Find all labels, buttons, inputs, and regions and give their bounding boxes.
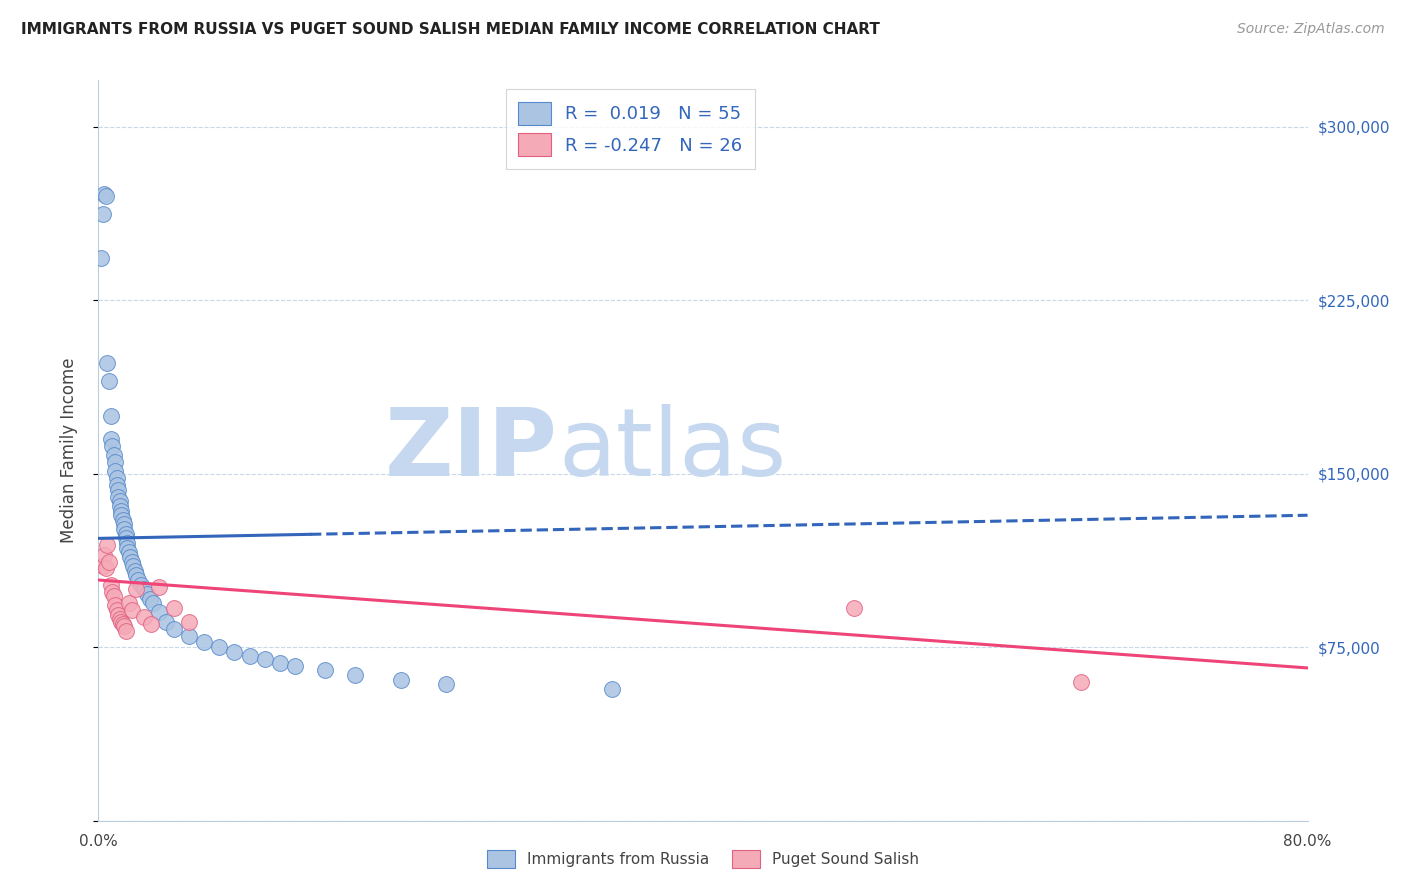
Point: [105, 478, 128, 492]
Point: [148, 606, 170, 620]
Point: [239, 649, 262, 664]
Point: [104, 464, 127, 478]
Point: [208, 640, 231, 654]
Point: [96, 538, 118, 552]
Point: [148, 580, 170, 594]
Point: [118, 545, 141, 559]
Point: [269, 657, 291, 671]
Point: [94, 189, 117, 203]
Point: [96, 355, 118, 369]
Point: [94, 561, 117, 575]
Point: [110, 508, 132, 523]
Point: [193, 635, 215, 649]
Point: [100, 432, 122, 446]
Point: [135, 587, 157, 601]
Text: IMMIGRANTS FROM RUSSIA VS PUGET SOUND SALISH MEDIAN FAMILY INCOME CORRELATION CH: IMMIGRANTS FROM RUSSIA VS PUGET SOUND SA…: [21, 22, 880, 37]
Point: [108, 612, 131, 626]
Legend: Immigrants from Russia, Puget Sound Salish: Immigrants from Russia, Puget Sound Sali…: [479, 843, 927, 875]
Point: [114, 526, 136, 541]
Point: [125, 582, 148, 597]
Point: [107, 607, 129, 622]
Point: [115, 536, 138, 550]
Point: [121, 554, 143, 569]
Point: [132, 610, 155, 624]
Point: [121, 603, 143, 617]
Point: [602, 681, 624, 696]
Point: [115, 541, 138, 555]
Point: [105, 471, 128, 485]
Point: [120, 549, 142, 564]
Text: atlas: atlas: [558, 404, 786, 497]
Point: [122, 559, 145, 574]
Y-axis label: Median Family Income: Median Family Income: [59, 358, 77, 543]
Text: ZIP: ZIP: [385, 404, 558, 497]
Point: [110, 615, 132, 629]
Point: [90, 252, 112, 266]
Point: [129, 577, 152, 591]
Point: [93, 548, 115, 562]
Point: [141, 617, 163, 632]
Point: [107, 483, 129, 497]
Point: [114, 532, 136, 546]
Point: [108, 494, 131, 508]
Point: [110, 503, 132, 517]
Point: [98, 374, 121, 388]
Point: [1070, 674, 1092, 689]
Point: [284, 658, 307, 673]
Point: [104, 455, 127, 469]
Point: [139, 591, 162, 606]
Point: [124, 564, 146, 578]
Point: [224, 645, 246, 659]
Point: [111, 617, 134, 632]
Point: [127, 573, 149, 587]
Point: [163, 622, 186, 636]
Point: [179, 628, 201, 642]
Point: [104, 599, 127, 613]
Point: [314, 663, 336, 677]
Point: [108, 499, 131, 513]
Point: [105, 603, 128, 617]
Point: [112, 619, 135, 633]
Point: [101, 584, 124, 599]
Legend: R =  0.019   N = 55, R = -0.247   N = 26: R = 0.019 N = 55, R = -0.247 N = 26: [506, 89, 755, 169]
Point: [101, 439, 124, 453]
Point: [100, 577, 122, 591]
Point: [107, 490, 129, 504]
Point: [163, 600, 186, 615]
Point: [103, 448, 125, 462]
Point: [100, 409, 122, 423]
Point: [91, 559, 114, 574]
Point: [344, 668, 367, 682]
Point: [103, 589, 125, 603]
Point: [155, 615, 177, 629]
Point: [389, 673, 412, 687]
Point: [844, 600, 866, 615]
Point: [253, 651, 276, 665]
Text: Source: ZipAtlas.com: Source: ZipAtlas.com: [1237, 22, 1385, 37]
Point: [179, 615, 201, 629]
Point: [112, 522, 135, 536]
Point: [114, 624, 136, 638]
Point: [142, 596, 165, 610]
Point: [91, 207, 114, 221]
Point: [93, 186, 115, 201]
Point: [125, 568, 148, 582]
Point: [111, 513, 134, 527]
Point: [434, 677, 457, 691]
Point: [118, 596, 141, 610]
Point: [112, 517, 135, 532]
Point: [98, 554, 121, 569]
Point: [132, 582, 155, 597]
